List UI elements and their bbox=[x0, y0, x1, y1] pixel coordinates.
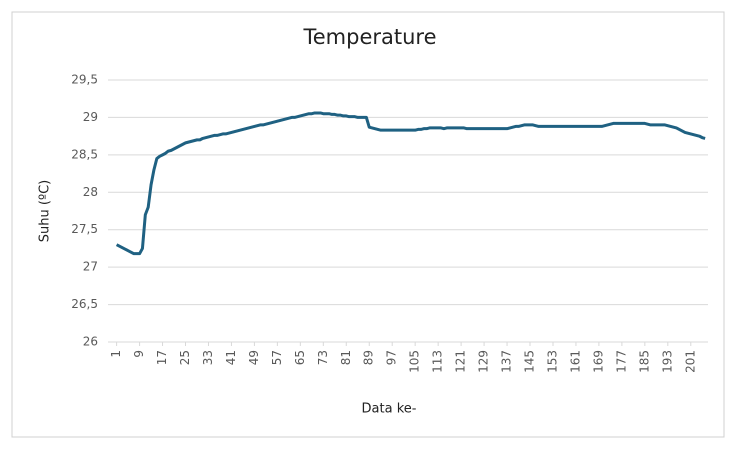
x-tick-label: 169 bbox=[591, 350, 605, 373]
y-tick-label: 26 bbox=[83, 335, 98, 349]
x-tick-label: 201 bbox=[683, 350, 697, 373]
data-line bbox=[115, 111, 706, 256]
x-tick-label: 73 bbox=[316, 350, 330, 365]
x-tick-label: 9 bbox=[132, 350, 146, 358]
x-tick-label: 129 bbox=[477, 350, 491, 373]
y-tick-label: 28,5 bbox=[71, 147, 98, 161]
y-tick-label: 27,5 bbox=[71, 222, 98, 236]
chart-frame bbox=[11, 11, 725, 438]
x-axis-title: Data ke- bbox=[362, 402, 417, 417]
x-tick-label: 193 bbox=[660, 350, 674, 373]
x-tick-label: 105 bbox=[408, 350, 422, 373]
x-tick-label: 121 bbox=[454, 350, 468, 373]
x-tick-label: 161 bbox=[568, 350, 582, 373]
x-tick-label: 97 bbox=[385, 350, 399, 365]
x-tick-label: 49 bbox=[247, 350, 261, 365]
y-tick-label: 29,5 bbox=[71, 73, 98, 87]
x-tick-label: 33 bbox=[201, 350, 215, 365]
x-tick-label: 153 bbox=[545, 350, 559, 373]
x-tick-label: 41 bbox=[224, 350, 238, 365]
x-tick-label: 1 bbox=[109, 350, 123, 358]
y-tick-label: 27 bbox=[83, 260, 98, 274]
x-tick-label: 65 bbox=[293, 350, 307, 365]
y-axis-title: Suhu (ºC) bbox=[38, 180, 53, 242]
x-tick-label: 17 bbox=[155, 350, 169, 365]
x-tick-label: 89 bbox=[362, 350, 376, 365]
x-tick-label: 137 bbox=[500, 350, 514, 373]
x-tick-label: 57 bbox=[270, 350, 284, 365]
x-tick-label: 113 bbox=[431, 350, 445, 373]
y-tick-label: 28 bbox=[83, 185, 98, 199]
y-tick-label: 29 bbox=[83, 110, 98, 124]
x-tick-label: 145 bbox=[523, 350, 537, 373]
chart-title: Temperature bbox=[302, 25, 436, 49]
x-tick-label: 177 bbox=[614, 350, 628, 373]
x-tick-label: 81 bbox=[339, 350, 353, 365]
x-tick-label: 25 bbox=[178, 350, 192, 365]
x-tick-label: 185 bbox=[637, 350, 651, 373]
y-tick-label: 26,5 bbox=[71, 297, 98, 311]
